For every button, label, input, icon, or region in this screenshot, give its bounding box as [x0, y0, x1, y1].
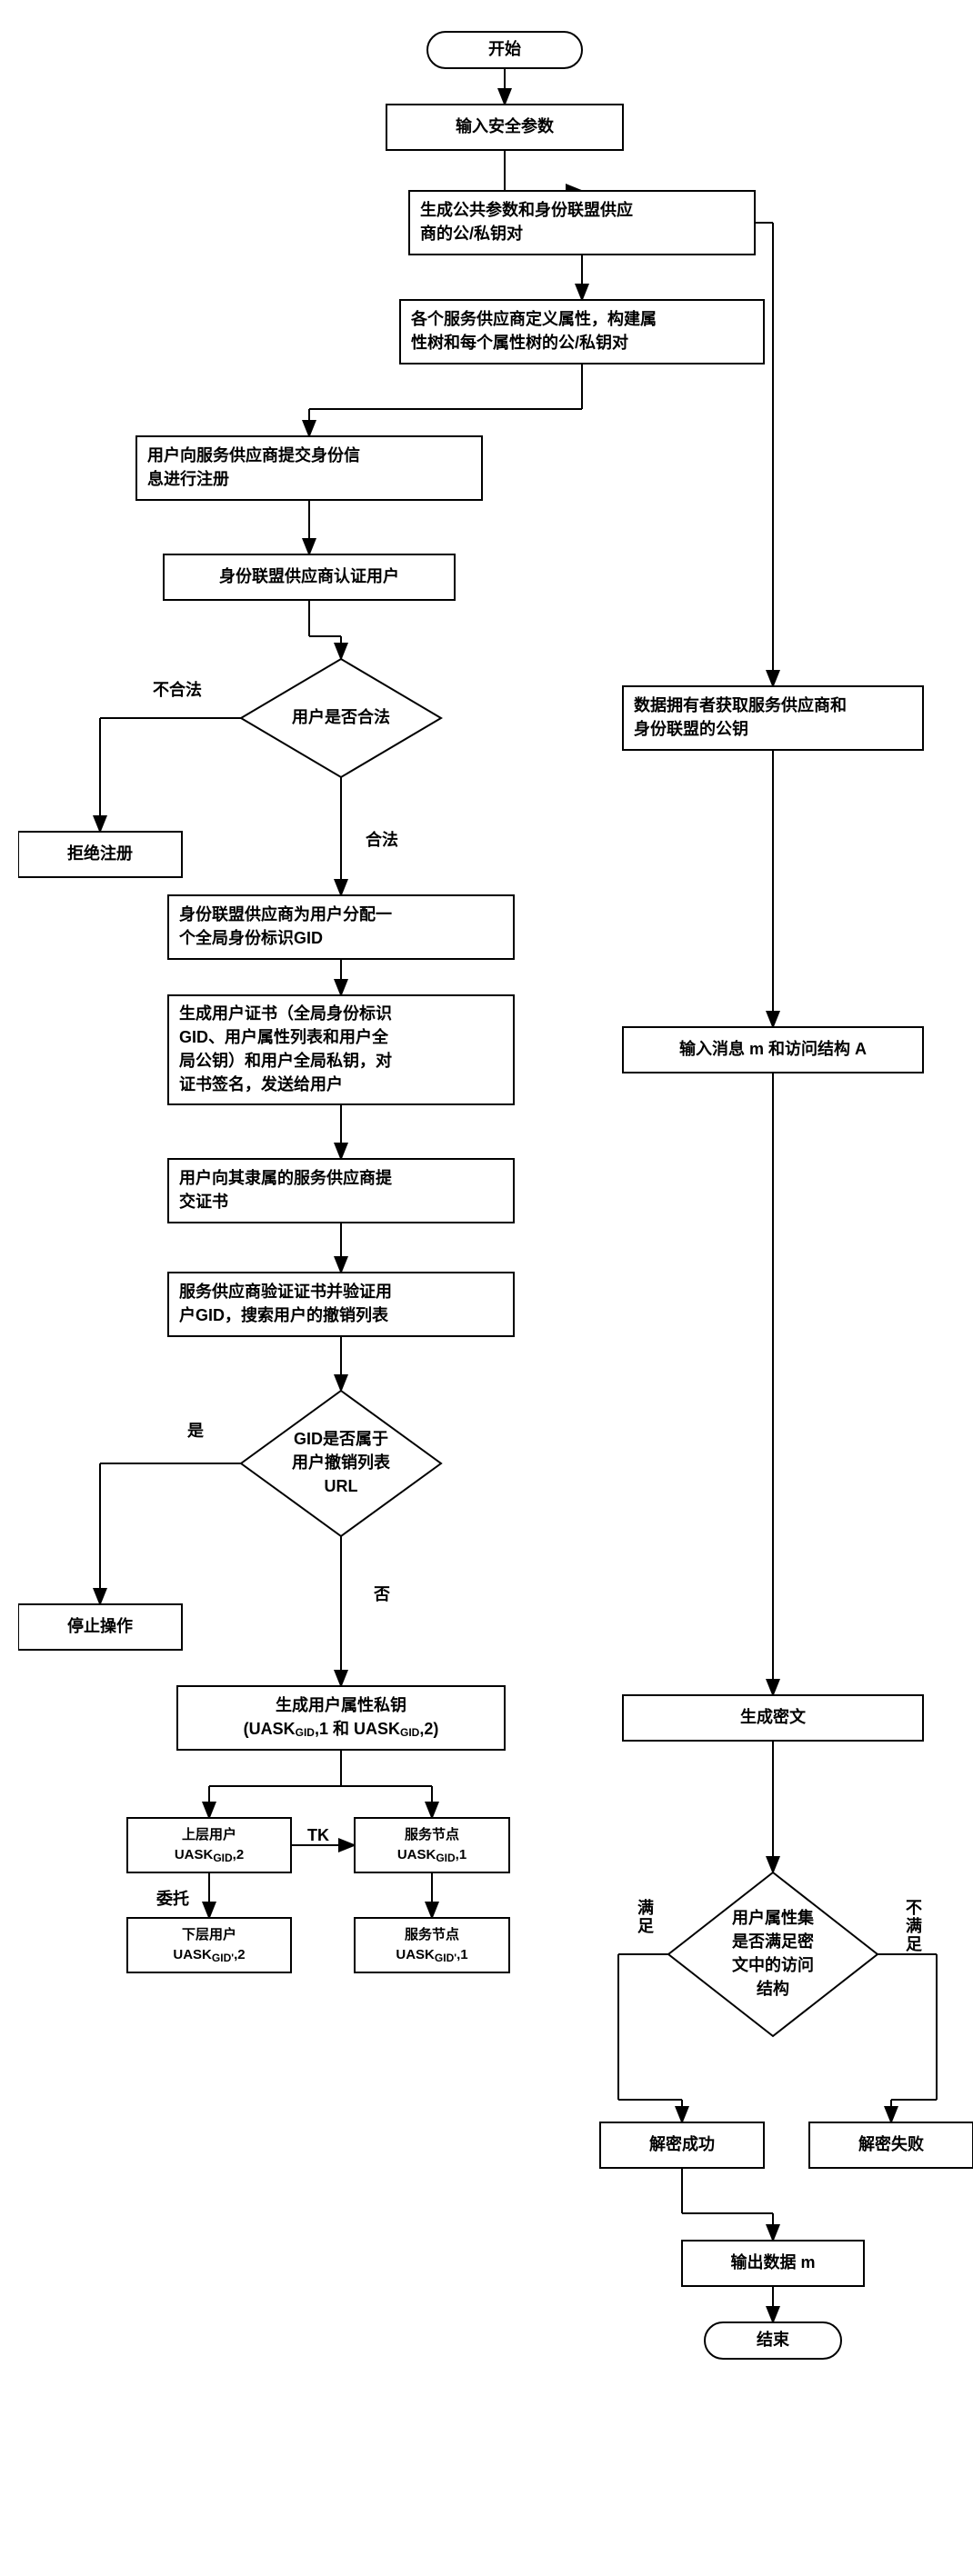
node-text: UASKGID,1	[397, 1847, 466, 1864]
node-text: 证书签名，发送给用户	[179, 1074, 343, 1093]
node-text: 生成密文	[740, 1707, 807, 1726]
node-text: 服务节点	[405, 1826, 459, 1842]
node-gen_cert: 生成用户证书（全局身份标识 GID、用户属性列表和用户全局公钥）和用户全局私钥，对…	[168, 995, 514, 1104]
node-submit_cert: 用户向其隶属的服务供应商提交证书	[168, 1159, 514, 1223]
node-text: UASKGID,2	[175, 1847, 244, 1864]
node-text: 停止操作	[67, 1616, 133, 1635]
edge-label: 不合法	[153, 680, 202, 699]
node-text: 生成公共参数和身份联盟供应	[420, 200, 633, 219]
node-user_reg: 用户向服务供应商提交身份信息进行注册	[136, 436, 482, 500]
node-text: UASKGID',2	[173, 1947, 245, 1964]
node-gen_pub: 生成公共参数和身份联盟供应商的公/私钥对	[409, 191, 755, 255]
node-end: 结束	[705, 2322, 841, 2359]
node-service_node2: 服务节点 UASKGID',1	[355, 1918, 509, 1972]
node-text: 服务节点	[405, 1926, 459, 1942]
node-text: 息进行注册	[147, 469, 229, 488]
node-text: UASKGID',1	[396, 1947, 467, 1964]
node-text: 上层用户	[182, 1826, 236, 1842]
node-text: 数据拥有者获取服务供应商和	[634, 695, 847, 714]
node-text: 局公钥）和用户全局私钥，对	[179, 1051, 392, 1070]
node-upper_user: 上层用户 UASKGID,2	[127, 1818, 291, 1872]
node-text: 商的公/私钥对	[420, 224, 523, 243]
node-lower_user: 下层用户 UASKGID',2	[127, 1918, 291, 1972]
edge-label: 满	[637, 1898, 654, 1917]
node-reject: 拒绝注册	[18, 832, 182, 877]
edge-label: 是	[186, 1422, 204, 1440]
node-attr_match: 用户属性集是否满足密文中的访问结构	[668, 1872, 878, 2036]
node-text: 解密失败	[858, 2134, 924, 2153]
node-text: 输入安全参数	[456, 116, 555, 135]
node-text: 结构	[757, 1979, 789, 1998]
edge-label: 委托	[155, 1889, 189, 1908]
node-text: 生成用户属性私钥	[276, 1695, 406, 1714]
node-text: 是否满足密	[731, 1932, 814, 1951]
node-text: 身份联盟的公钥	[634, 719, 748, 738]
node-text: 交证书	[179, 1192, 228, 1211]
edge-label: 满	[906, 1916, 922, 1935]
node-text: 户GID，搜索用户的撤销列表	[179, 1305, 389, 1324]
node-auth_user: 身份联盟供应商认证用户	[164, 554, 455, 600]
node-output: 输出数据 m	[682, 2241, 864, 2286]
node-text: 用户向服务供应商提交身份信	[147, 445, 360, 464]
node-owner_get: 数据拥有者获取服务供应商和身份联盟的公钥	[623, 686, 923, 750]
edge-label: 合法	[366, 830, 398, 849]
node-text: 用户向其隶属的服务供应商提	[179, 1168, 393, 1187]
edge-label: 足	[637, 1917, 654, 1935]
edge-label: 不	[906, 1899, 922, 1917]
edge-label: 否	[373, 1585, 390, 1603]
node-text: 身份联盟供应商认证用户	[219, 566, 399, 585]
node-gid_url: GID是否属于用户撤销列表 URL	[241, 1391, 441, 1536]
edge-label: TK	[307, 1826, 329, 1844]
node-text: 结束	[757, 2330, 790, 2349]
node-text: 性树和每个属性树的公/私钥对	[411, 333, 628, 352]
node-text: 文中的访问	[732, 1955, 814, 1974]
node-service_node1: 服务节点 UASKGID,1	[355, 1818, 509, 1872]
node-text: 下层用户	[182, 1926, 236, 1942]
node-input_param: 输入安全参数	[386, 105, 623, 150]
node-assign_gid: 身份联盟供应商为用户分配一个全局身份标识GID	[168, 895, 514, 959]
edge-label: 足	[906, 1935, 922, 1953]
node-text: 各个服务供应商定义属性，构建属	[410, 309, 657, 328]
node-text: 输出数据 m	[730, 2252, 815, 2271]
node-text: 用户属性集	[732, 1908, 815, 1927]
node-text: GID、用户属性列表和用户全	[179, 1027, 389, 1046]
node-stop: 停止操作	[18, 1604, 182, 1650]
node-input_msg: 输入消息 m 和访问结构 A	[623, 1027, 923, 1073]
node-text: GID是否属于	[294, 1430, 388, 1448]
node-def_attr: 各个服务供应商定义属性，构建属性树和每个属性树的公/私钥对	[400, 300, 764, 364]
node-text: 开始	[488, 39, 521, 58]
node-text: 拒绝注册	[67, 844, 133, 863]
node-legal: 用户是否合法	[241, 659, 441, 777]
node-gen_cipher: 生成密文	[623, 1695, 923, 1741]
node-dec_fail: 解密失败	[809, 2122, 973, 2168]
node-text: 输入消息 m 和访问结构 A	[679, 1039, 867, 1058]
flowchart-canvas: 开始输入安全参数生成公共参数和身份联盟供应商的公/私钥对各个服务供应商定义属性，…	[18, 18, 973, 2558]
node-start: 开始	[427, 32, 582, 68]
node-dec_ok: 解密成功	[600, 2122, 764, 2168]
node-verify_cert: 服务供应商验证证书并验证用户GID，搜索用户的撤销列表	[168, 1273, 514, 1336]
node-text: URL	[325, 1477, 358, 1495]
node-text: 生成用户证书（全局身份标识	[179, 1003, 392, 1023]
node-text: 个全局身份标识GID	[178, 928, 323, 947]
node-gen_uask: 生成用户属性私钥(UASKGID,1 和 UASKGID,2)	[177, 1686, 505, 1750]
node-text: 用户撤销列表	[292, 1453, 391, 1472]
node-text: 服务供应商验证证书并验证用	[179, 1282, 392, 1301]
node-text: 解密成功	[649, 2134, 715, 2153]
node-text: 身份联盟供应商为用户分配一	[179, 904, 392, 924]
node-text: 用户是否合法	[292, 707, 390, 726]
